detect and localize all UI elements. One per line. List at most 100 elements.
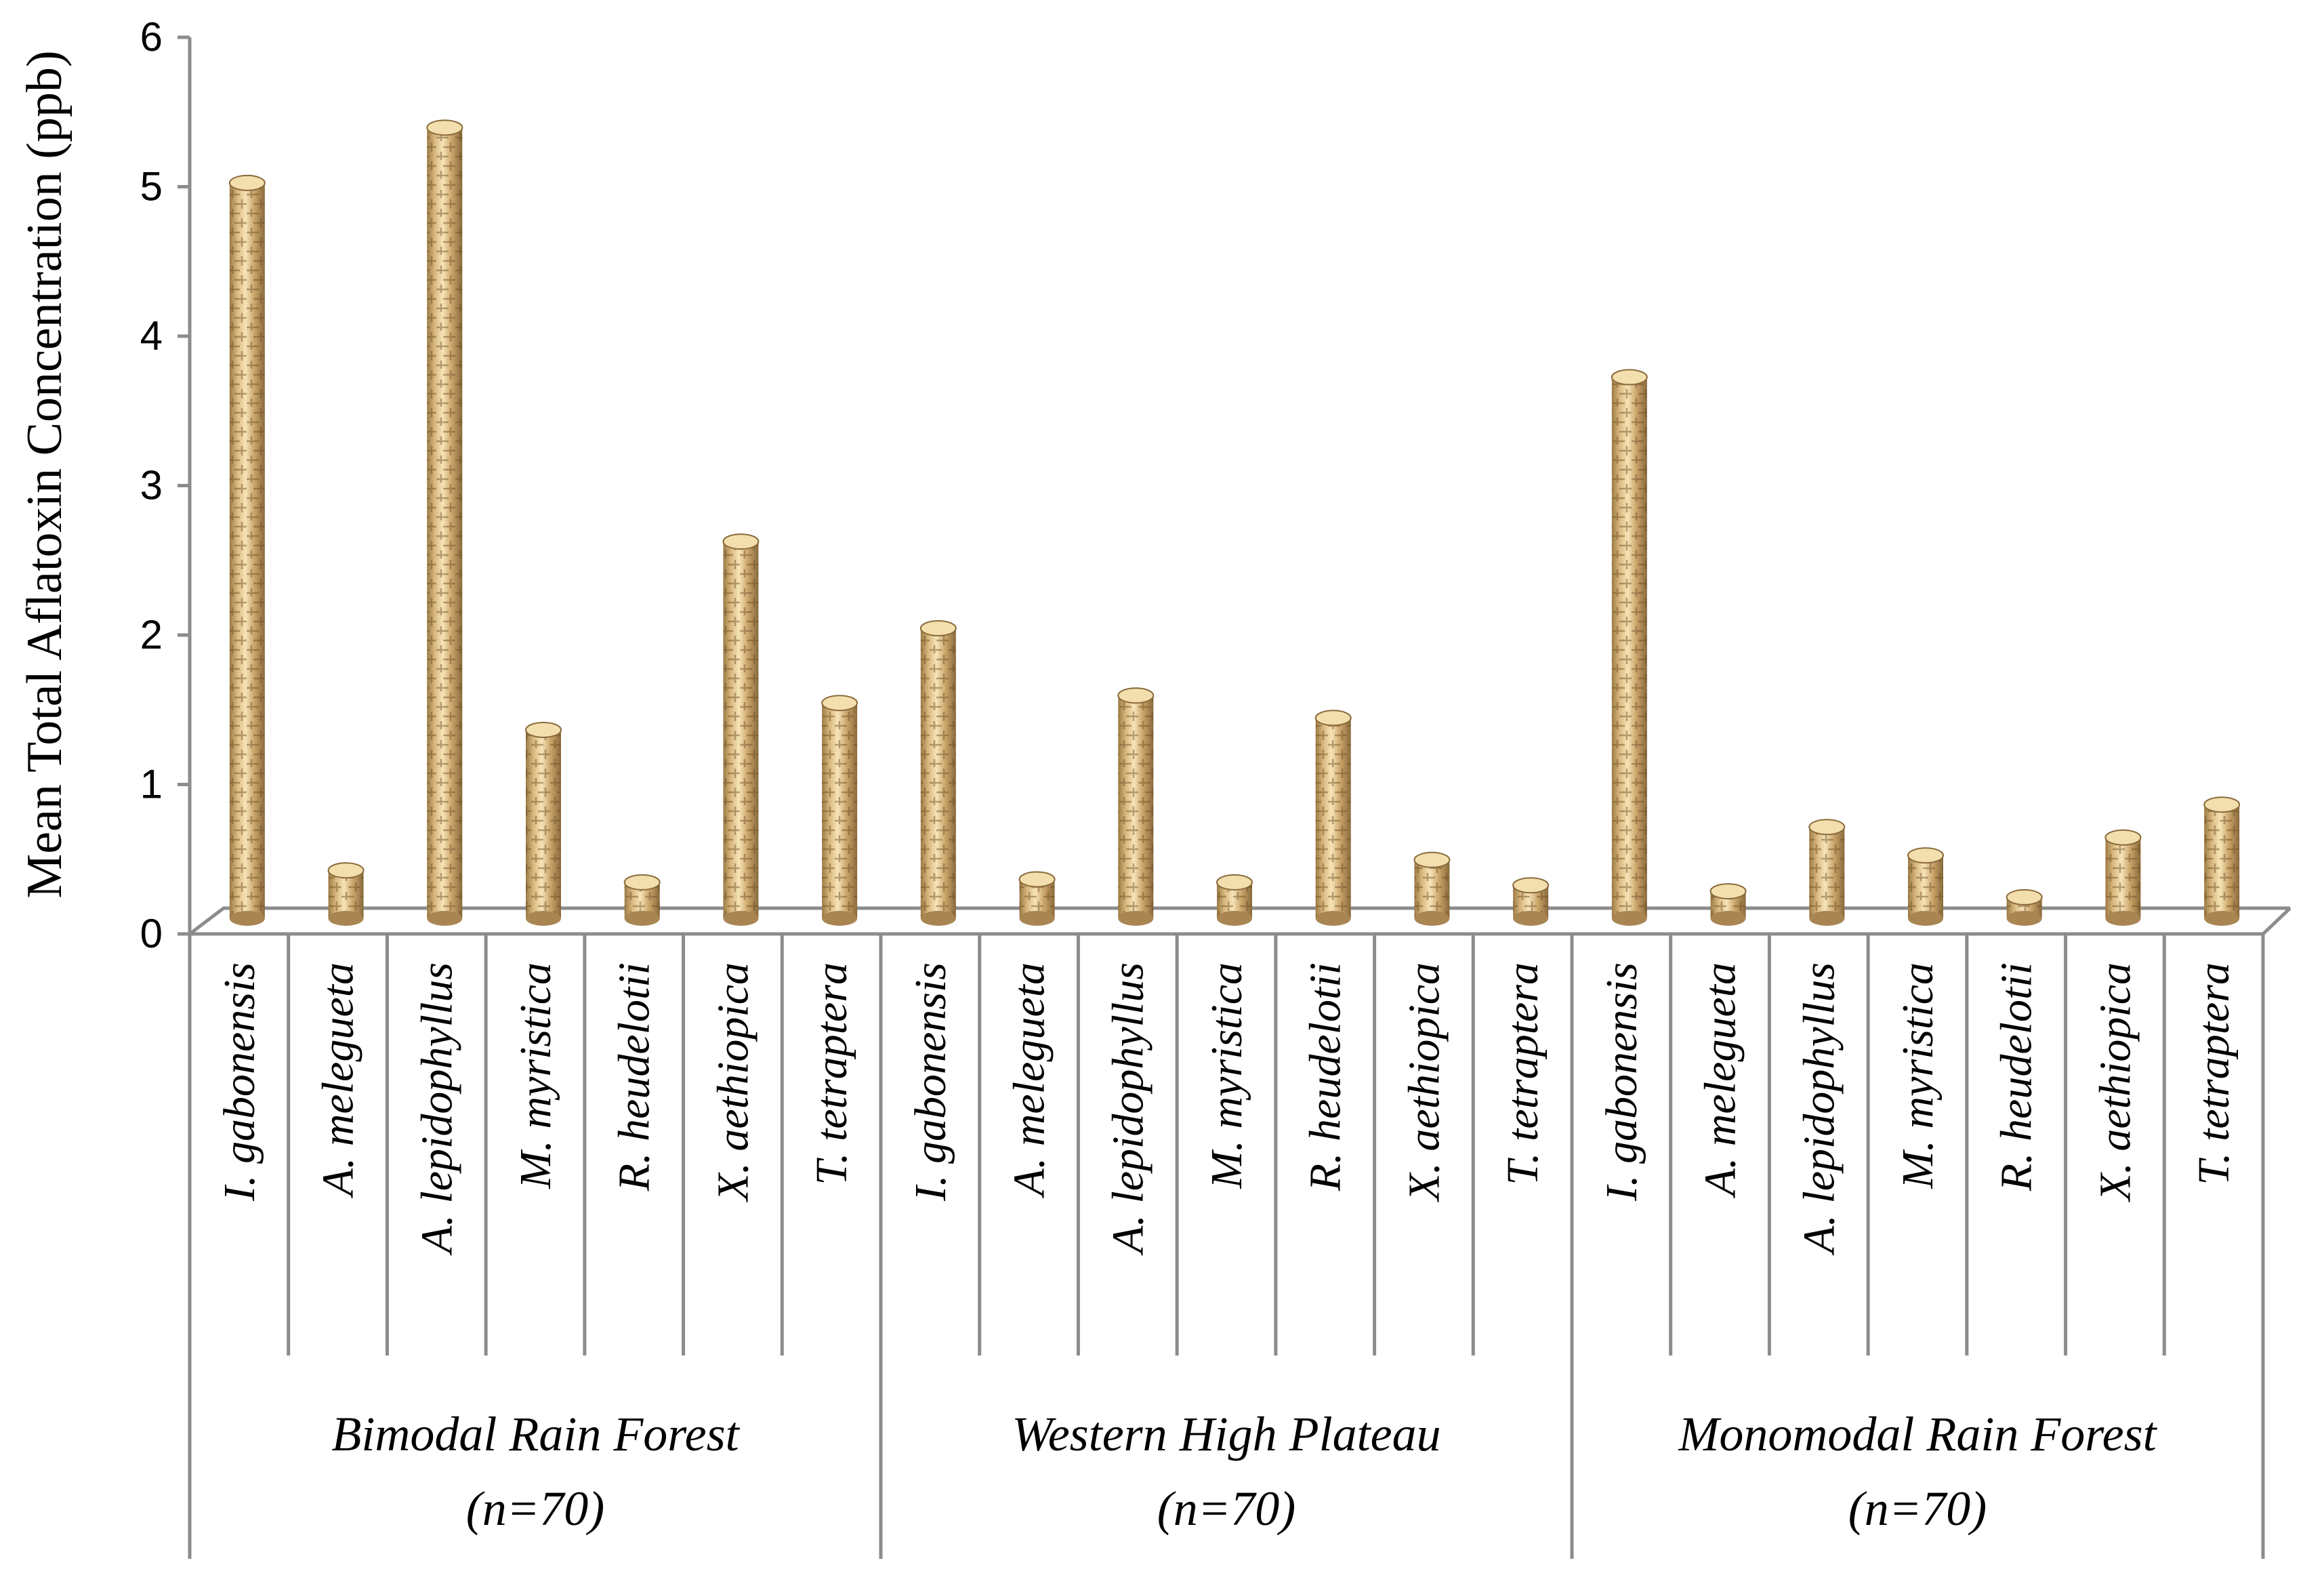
bar-base	[229, 911, 265, 926]
bar-top	[919, 620, 957, 636]
bar-texture	[2105, 837, 2141, 918]
x-category-label: I. gabonensis	[1597, 962, 1646, 1202]
bar	[426, 119, 463, 926]
bar-texture	[1118, 695, 1154, 918]
bar-top	[1314, 710, 1352, 727]
x-category-label: A. lepidophyllus	[1794, 962, 1844, 1256]
y-ticks: 0 1 2 3 4 5 6	[140, 14, 190, 956]
bar	[1611, 369, 1648, 926]
x-category-label: T. tetraptera	[2189, 962, 2239, 1185]
y-tick-label: 6	[140, 14, 163, 60]
bar-top	[1413, 851, 1451, 868]
bar-top	[1907, 847, 1944, 864]
bar-texture	[2204, 804, 2240, 918]
bar-top	[1018, 871, 1056, 888]
bar-top	[525, 721, 562, 738]
y-tick-label: 4	[140, 313, 163, 359]
bar-top	[426, 119, 463, 136]
group-label: Monomodal Rain Forest	[1678, 1407, 2157, 1461]
bar-base	[1414, 911, 1450, 926]
bar	[1018, 871, 1056, 926]
bar-top	[2006, 889, 2043, 905]
bar	[1314, 710, 1352, 926]
bar-base	[1710, 911, 1746, 926]
bar	[1413, 851, 1451, 926]
bar-top	[1512, 877, 1550, 894]
bar-base	[328, 911, 364, 926]
bar-top	[1216, 874, 1253, 891]
bar-top	[1808, 819, 1846, 836]
group-label: Bimodal Rain Forest	[331, 1407, 740, 1461]
bars	[228, 119, 2241, 926]
bar-texture	[1315, 718, 1351, 918]
bar-base	[920, 911, 956, 926]
x-category-label: M. myristica	[511, 962, 560, 1189]
bar	[327, 862, 365, 926]
bar-top	[228, 174, 266, 191]
bar-texture	[229, 182, 265, 918]
bar	[1512, 877, 1550, 926]
bar-top	[821, 695, 858, 712]
bar-top	[623, 874, 661, 891]
bar-base	[1611, 911, 1647, 926]
bar-base	[723, 911, 759, 926]
x-category-label: M. myristica	[1893, 962, 1943, 1189]
bar-texture	[1611, 377, 1647, 918]
y-tick-label: 0	[140, 911, 163, 956]
bar-top	[327, 862, 365, 879]
bar	[919, 620, 957, 926]
group-sublabel: (n=70)	[1848, 1482, 1987, 1536]
bar	[228, 174, 266, 926]
bar	[1216, 874, 1253, 926]
bar-top	[1117, 687, 1155, 704]
bar-texture	[1809, 827, 1845, 918]
x-category-label: R. heudelotii	[610, 962, 659, 1191]
x-category-label: I. gabonensis	[906, 962, 955, 1202]
group-label: Western High Plateau	[1012, 1407, 1440, 1461]
bar	[1907, 847, 1944, 926]
bar	[2203, 796, 2241, 926]
bar	[2104, 829, 2142, 926]
x-category-label: A. melegueta	[314, 962, 363, 1199]
y-tick-label: 3	[140, 463, 163, 508]
bar-top	[1709, 883, 1747, 900]
bar-top	[2104, 829, 2142, 846]
x-groups: Bimodal Rain Forest (n=70) Western High Pl…	[188, 934, 2265, 1559]
bar-top	[1611, 369, 1648, 386]
bar-texture	[526, 729, 561, 918]
bar	[2006, 889, 2043, 926]
bar-top	[2203, 796, 2241, 813]
bar-base	[1315, 911, 1351, 926]
x-category-label: I. gabonensis	[215, 962, 264, 1202]
bar-base	[427, 911, 463, 926]
bar-top	[722, 533, 760, 550]
bar-base	[2006, 911, 2042, 926]
y-tick-label: 1	[140, 762, 163, 807]
x-category-label: T. tetraptera	[807, 962, 856, 1185]
bar-base	[1908, 911, 1943, 926]
bar-texture	[822, 703, 858, 918]
x-category-label: A. melegueta	[1696, 962, 1745, 1199]
bar-base	[822, 911, 858, 926]
y-axis-label: Mean Total Aflatoxin Concentration (ppb)	[17, 50, 72, 898]
bar-texture	[920, 628, 956, 918]
x-category-label: A. melegueta	[1005, 962, 1054, 1199]
bar-base	[1217, 911, 1252, 926]
x-category-label: X. aethiopica	[708, 962, 758, 1203]
bar	[1808, 819, 1846, 926]
group-sublabel: (n=70)	[466, 1482, 605, 1536]
bar-texture	[427, 127, 463, 919]
floor-right-edge	[2262, 907, 2291, 935]
y-tick-label: 5	[140, 164, 163, 209]
x-category-label: X. aethiopica	[1399, 962, 1449, 1203]
x-category-label: R. heudelotii	[1301, 962, 1350, 1191]
bar	[1709, 883, 1747, 926]
bar	[821, 695, 858, 926]
bar-base	[1118, 911, 1154, 926]
x-category-label: X. aethiopica	[2090, 962, 2140, 1203]
x-category-label: T. tetraptera	[1498, 962, 1548, 1185]
bar	[525, 721, 562, 926]
y-tick-label: 2	[140, 612, 163, 657]
floor-back-edge	[188, 906, 2290, 935]
